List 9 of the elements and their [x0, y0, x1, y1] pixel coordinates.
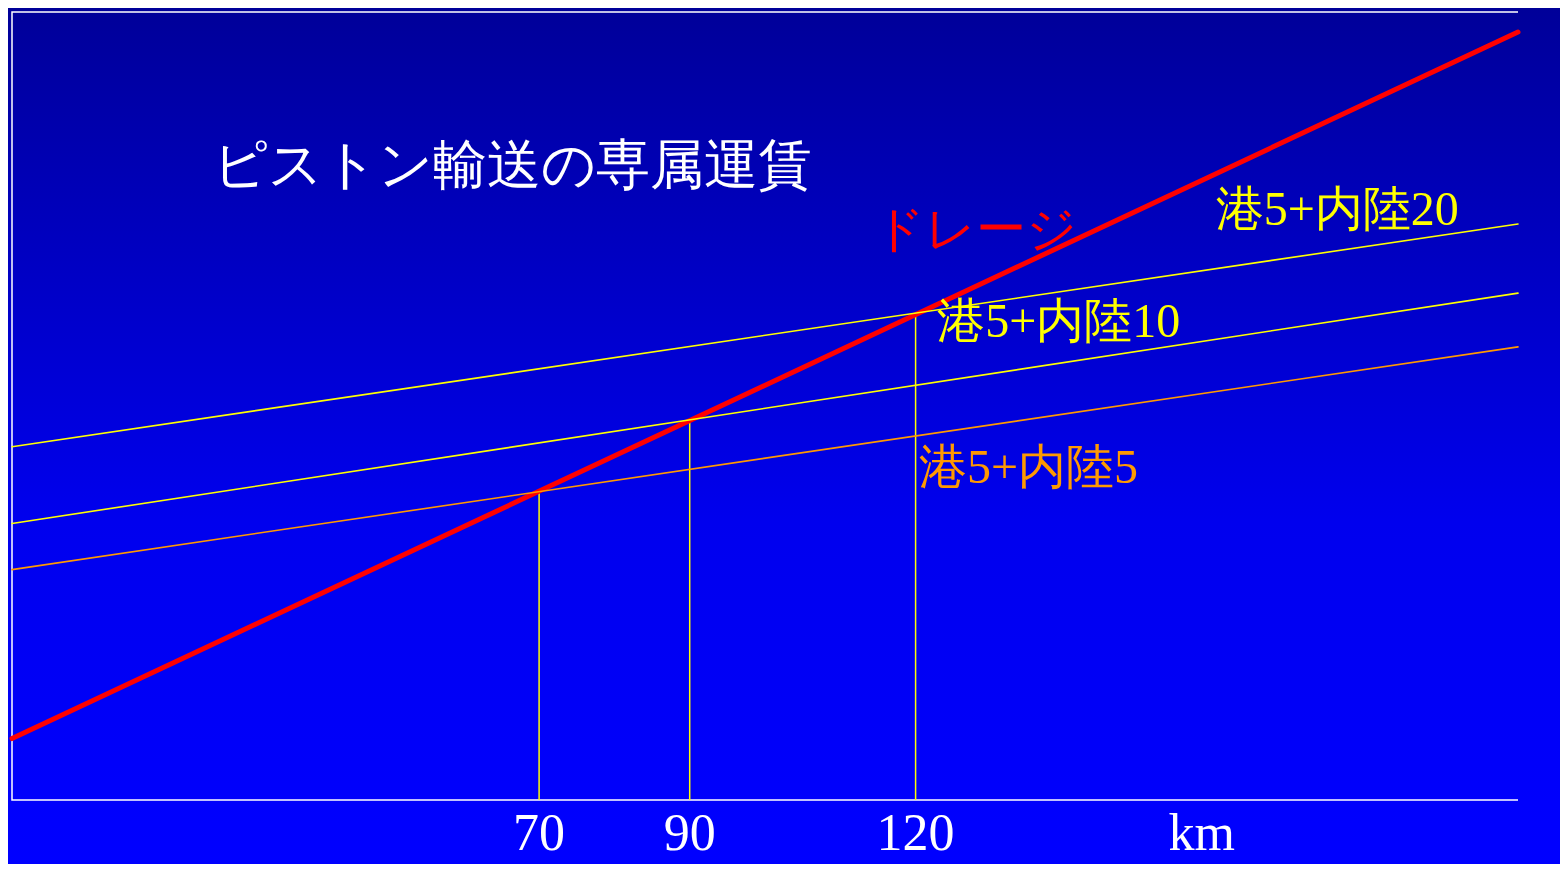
- x-tick-label: 70: [513, 804, 566, 861]
- x-axis-title: km: [1168, 804, 1235, 861]
- series-label: 港5+内陸20: [1215, 181, 1459, 235]
- series-label: ドレージ: [874, 200, 1078, 259]
- x-tick-label: 90: [663, 804, 716, 861]
- series-label: 港5+内陸10: [937, 294, 1181, 348]
- series-label: 港5+内陸5: [919, 440, 1139, 494]
- x-tick-label: 120: [876, 804, 955, 861]
- text: ピストン輸送の専属運賃: [213, 133, 812, 196]
